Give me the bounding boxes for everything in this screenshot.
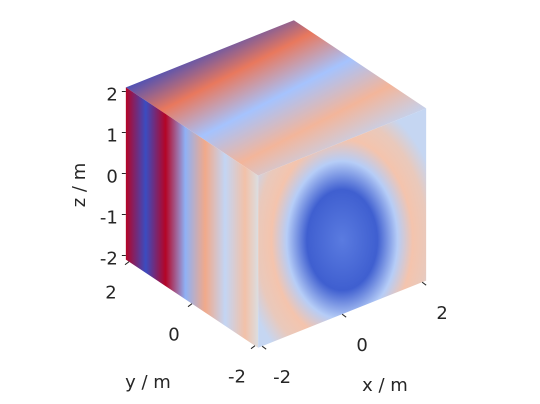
y-tick-label: 2 — [105, 283, 116, 304]
y-tick-label: -2 — [228, 367, 246, 388]
x-tick — [261, 345, 267, 350]
left-face — [125, 87, 259, 348]
x-tick — [341, 313, 347, 318]
y-tick — [250, 345, 256, 350]
y-tick — [124, 261, 130, 266]
top-face — [125, 20, 427, 176]
z-tick-label: -1 — [100, 208, 118, 229]
y-tick — [187, 303, 193, 308]
z-tick-label: 2 — [106, 85, 117, 106]
x-tick — [421, 281, 427, 286]
x-tick-label: 2 — [436, 303, 447, 324]
z-tick-label: -2 — [100, 249, 118, 270]
x-tick-label: 0 — [356, 335, 367, 356]
cube-faces — [125, 20, 427, 348]
y-tick-label: 0 — [168, 325, 179, 346]
z-tick-label: 0 — [106, 167, 117, 188]
right-face — [258, 108, 427, 348]
x-axis-label: x / m — [362, 375, 408, 396]
y-axis-label: y / m — [125, 372, 171, 393]
z-tick-label: 1 — [106, 126, 117, 147]
z-axis-label: z / m — [69, 163, 90, 208]
x-tick-label: -2 — [273, 367, 291, 388]
